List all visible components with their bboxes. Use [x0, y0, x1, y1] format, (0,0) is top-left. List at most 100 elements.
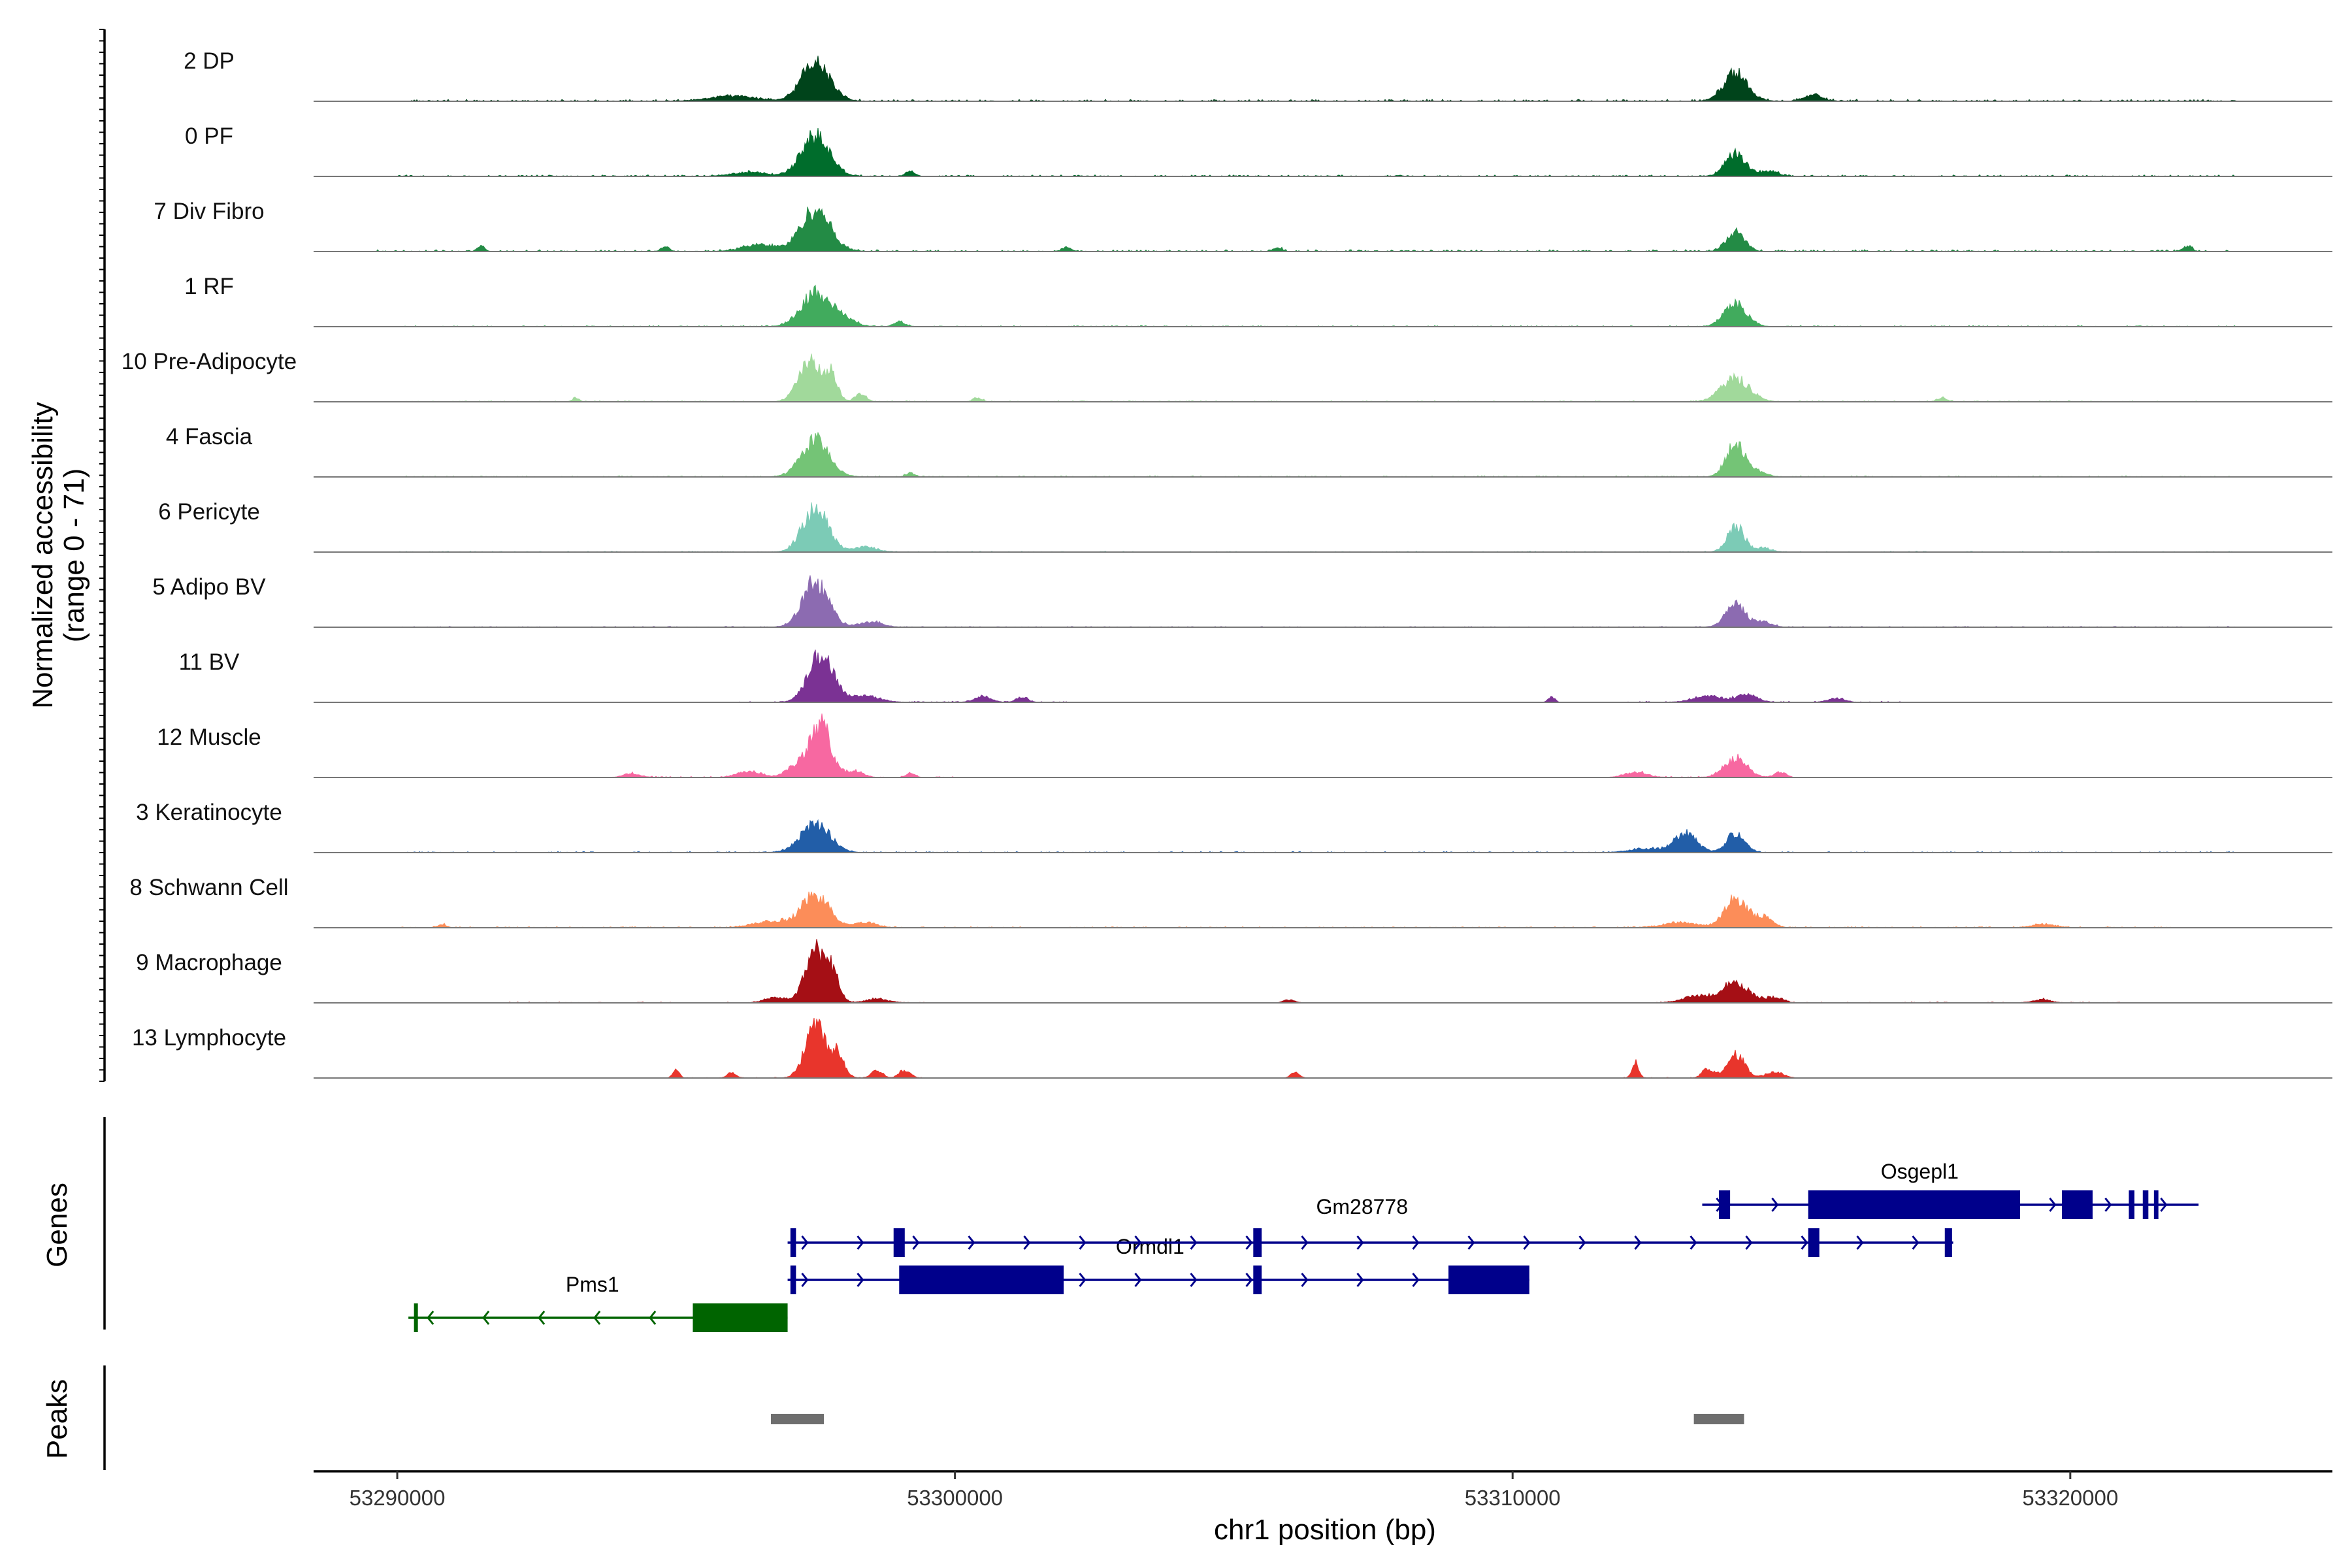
track-7-div-fibro — [314, 206, 2332, 252]
strand-chevron — [2160, 1198, 2168, 1212]
strand-chevron — [593, 1311, 601, 1325]
x-tick-label: 53310000 — [1465, 1486, 1561, 1510]
track-1-rf — [314, 284, 2332, 327]
coverage-tracks — [314, 56, 2332, 1079]
gene-label: Osgepl1 — [1881, 1160, 1959, 1183]
gene-exon — [2153, 1190, 2159, 1219]
gene-pms1: Pms1 — [408, 1273, 788, 1332]
gene-gm28778: Gm28778 — [787, 1195, 1953, 1257]
strand-chevron — [2104, 1198, 2112, 1212]
track-labels: 2 DP 0 PF 7 Div Fibro 1 RF 10 Pre-Adipocyte 4… — [122, 48, 297, 1051]
gene-exon — [414, 1303, 418, 1332]
strand-chevron — [1245, 1235, 1253, 1250]
strand-chevron — [2049, 1198, 2057, 1212]
peaks-axis-title: Peaks — [41, 1379, 73, 1459]
coverage-area — [314, 713, 2332, 778]
strand-chevron — [1412, 1235, 1420, 1250]
strand-chevron — [1634, 1235, 1642, 1250]
strand-chevron — [912, 1235, 920, 1250]
track-12-muscle — [314, 713, 2332, 778]
x-axis-ticks: 53290000 53300000 53310000 53320000 — [350, 1471, 2118, 1510]
strand-chevron — [1771, 1198, 1779, 1212]
strand-chevron — [1467, 1235, 1475, 1250]
strand-chevron — [1745, 1235, 1753, 1250]
y-axis-title: Normalized accessibility — [27, 402, 59, 708]
coverage-area — [314, 649, 2332, 703]
gene-exon — [1253, 1228, 1262, 1257]
coverage-area — [314, 819, 2332, 853]
track-label: 12 Muscle — [157, 725, 261, 750]
strand-chevron — [1301, 1273, 1309, 1287]
strand-chevron — [1356, 1235, 1364, 1250]
gene-annotation-track: Pms1 Ormdl1 Gm28778 Osgepl1 — [408, 1160, 2199, 1332]
strand-chevron — [1912, 1235, 1919, 1250]
track-9-macrophage — [314, 939, 2332, 1004]
gene-exon — [1253, 1266, 1262, 1294]
gene-exon — [693, 1303, 788, 1332]
peaks-track — [770, 1414, 1744, 1424]
x-tick-label: 53320000 — [2022, 1486, 2118, 1510]
gene-exon — [1944, 1228, 1952, 1257]
coverage-area — [314, 353, 2332, 402]
strand-chevron — [1801, 1235, 1808, 1250]
genes-axis-title: Genes — [41, 1183, 73, 1267]
y-axis-range: (range 0 - 71) — [58, 468, 90, 643]
track-label: 6 Pericyte — [158, 499, 260, 525]
gene-osgepl1: Osgepl1 — [1702, 1160, 2199, 1219]
strand-chevron — [1412, 1273, 1420, 1287]
track-0-pf — [314, 127, 2332, 177]
strand-chevron — [427, 1311, 434, 1325]
gene-exon — [2062, 1190, 2093, 1219]
coverage-area — [314, 939, 2332, 1004]
track-8-schwann-cell — [314, 891, 2332, 928]
gene-exon — [790, 1266, 796, 1294]
strand-chevron — [857, 1273, 864, 1287]
gene-exon — [899, 1266, 1064, 1294]
track-5-adipo-bv — [314, 575, 2332, 628]
coverage-area — [314, 127, 2332, 177]
strand-chevron — [538, 1311, 546, 1325]
gene-exon — [1719, 1190, 1731, 1219]
gene-exon — [893, 1228, 905, 1257]
track-label: 5 Adipo BV — [152, 574, 266, 600]
strand-chevron — [1301, 1235, 1309, 1250]
coverage-area — [314, 206, 2332, 252]
track-11-bv — [314, 649, 2332, 703]
coverage-area — [314, 575, 2332, 628]
strand-chevron — [649, 1311, 657, 1325]
strand-chevron — [1134, 1273, 1142, 1287]
strand-chevron — [482, 1311, 490, 1325]
strand-chevron — [1356, 1273, 1364, 1287]
peak-region — [770, 1414, 825, 1424]
track-6-pericyte — [314, 502, 2332, 553]
strand-chevron — [968, 1235, 975, 1250]
coverage-area — [314, 1018, 2332, 1079]
coverage-area — [314, 56, 2332, 102]
strand-chevron — [857, 1235, 864, 1250]
gene-label: Ormdl1 — [1116, 1235, 1184, 1258]
strand-chevron — [1578, 1235, 1586, 1250]
track-label: 13 Lymphocyte — [132, 1025, 286, 1051]
strand-chevron — [1190, 1235, 1198, 1250]
x-tick-label: 53290000 — [350, 1486, 446, 1510]
track-label: 10 Pre-Adipocyte — [122, 349, 297, 374]
strand-chevron — [1523, 1235, 1531, 1250]
strand-chevron — [1023, 1235, 1031, 1250]
track-3-keratinocyte — [314, 819, 2332, 853]
track-label: 7 Div Fibro — [154, 199, 264, 224]
x-tick-label: 53300000 — [907, 1486, 1003, 1510]
track-label: 1 RF — [184, 274, 234, 299]
track-10-pre-adipocyte — [314, 353, 2332, 402]
track-label: 3 Keratinocyte — [136, 800, 282, 825]
gene-exon — [1448, 1266, 1529, 1294]
strand-chevron — [1134, 1235, 1142, 1250]
gene-exon — [2142, 1190, 2149, 1219]
y-axis-ticks — [99, 29, 105, 1082]
gene-ormdl1: Ormdl1 — [787, 1235, 1529, 1294]
coverage-area — [314, 502, 2332, 553]
gene-exon — [2129, 1190, 2134, 1219]
strand-chevron — [1079, 1273, 1086, 1287]
track-label: 8 Schwann Cell — [129, 875, 288, 900]
strand-chevron — [801, 1273, 809, 1287]
